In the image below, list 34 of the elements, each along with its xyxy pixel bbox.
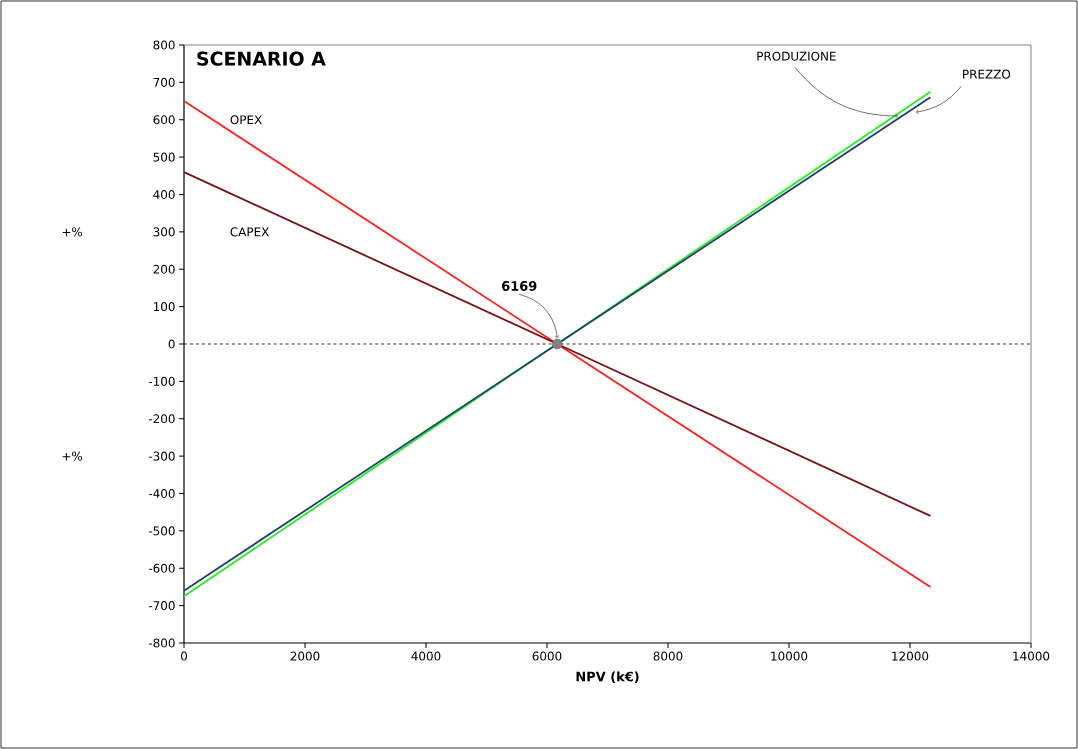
y-tick-label: 800	[153, 40, 175, 50]
y-tick-label: 0	[168, 339, 175, 349]
y-tick-label: -400	[148, 488, 175, 499]
x-tick-label: 4000	[411, 651, 441, 661]
y-tick-label: 500	[153, 152, 175, 162]
x-tick-label: 12000	[892, 651, 929, 661]
y-tick-label: -300	[148, 451, 175, 461]
y-tick-label: 700	[153, 77, 175, 87]
y-tick-label: -700	[148, 601, 175, 611]
x-tick-label: 8000	[653, 651, 683, 661]
text: +%	[62, 451, 83, 461]
y-tick-label: -600	[148, 563, 175, 573]
series-label: OPEX	[230, 115, 262, 125]
annotation: 6169	[502, 281, 537, 291]
y-tick-label: 300	[153, 227, 175, 237]
x-tick-label: 0	[180, 651, 188, 661]
y-tick-label: -100	[148, 376, 175, 386]
x-tick-label: 2000	[290, 651, 320, 661]
y-tick-label: 200	[153, 264, 175, 274]
text: PREZZO	[963, 69, 1011, 79]
x-axis-title: NPV (k€)	[576, 671, 639, 683]
chart-title: SCENARIO A	[197, 51, 326, 66]
y-tick-label: -800	[148, 638, 175, 648]
x-tick-label: 14000	[1013, 651, 1050, 661]
text: PRODUZIONE	[757, 51, 836, 61]
x-tick-label: 6000	[532, 651, 562, 661]
x-tick-label: 10000	[771, 651, 808, 661]
series-label: CAPEX	[230, 227, 269, 237]
y-tick-label: -200	[148, 414, 175, 424]
text: +%	[62, 227, 83, 237]
y-tick-label: 600	[153, 115, 175, 125]
y-tick-label: 400	[153, 189, 175, 200]
y-tick-label: -500	[148, 526, 175, 536]
y-tick-label: 100	[153, 302, 175, 312]
